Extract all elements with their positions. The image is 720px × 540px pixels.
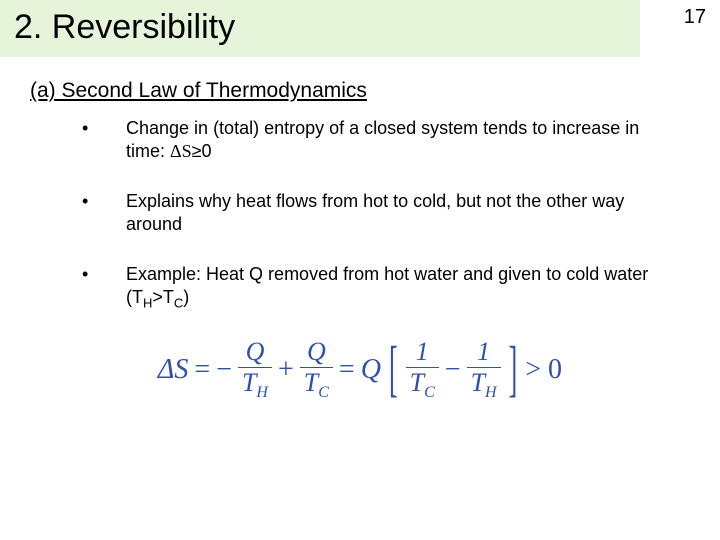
eq-frac1-den: TH: [238, 367, 272, 402]
eq-frac4: 1 TH: [467, 338, 501, 401]
eq-frac3-den: TC: [406, 367, 439, 402]
eq-T: T: [471, 368, 485, 397]
bullet-text: Example: Heat Q removed from hot water a…: [126, 263, 680, 313]
bullet-marker: •: [82, 263, 126, 313]
eq-frac4-num: 1: [473, 338, 494, 366]
eq-T: T: [304, 368, 318, 397]
bullet-marker: •: [82, 117, 126, 164]
eq-frac1: Q TH: [238, 338, 272, 401]
page-title: 2. Reversibility: [14, 8, 626, 47]
bullet3-pre: Example: Heat Q removed from hot water a…: [126, 264, 648, 307]
bullet1-ge: ≥: [192, 141, 202, 161]
list-item: • Explains why heat flows from hot to co…: [82, 190, 680, 237]
list-item: • Example: Heat Q removed from hot water…: [82, 263, 680, 313]
eq-H-sub: H: [485, 384, 497, 401]
bullet1-zero: 0: [202, 141, 212, 161]
bullet3-h-sub: H: [143, 296, 152, 311]
eq-C-sub: C: [318, 384, 329, 401]
eq-frac3: 1 TC: [406, 338, 439, 401]
eq-gt0: > 0: [525, 354, 562, 386]
bullet3-c-sub: C: [174, 296, 183, 311]
eq-equals2: =: [339, 354, 355, 386]
eq-T: T: [242, 368, 256, 397]
eq-plus: +: [278, 354, 294, 386]
eq-T: T: [410, 368, 424, 397]
list-item: • Change in (total) entropy of a closed …: [82, 117, 680, 164]
bullet-marker: •: [82, 190, 126, 237]
eq-frac2-den: TC: [300, 367, 333, 402]
eq-frac2-num: Q: [303, 338, 330, 366]
bullet-list: • Change in (total) entropy of a closed …: [82, 117, 680, 312]
section-heading: (a) Second Law of Thermodynamics: [30, 79, 720, 103]
eq-minus2: −: [445, 354, 461, 386]
bullet-text: Explains why heat flows from hot to cold…: [126, 190, 680, 237]
bullet3-gt: >T: [152, 287, 174, 307]
eq-minus: −: [216, 354, 232, 386]
eq-frac1-num: Q: [242, 338, 269, 366]
bullet3-close: ): [183, 287, 189, 307]
eq-equals: =: [194, 354, 210, 386]
equation-block: ΔS = − Q TH + Q TC = Q [ 1 TC − 1 TH ] >…: [0, 338, 720, 401]
eq-frac3-num: 1: [412, 338, 433, 366]
eq-H-sub: H: [256, 384, 268, 401]
eq-C-sub: C: [424, 384, 435, 401]
eq-frac4-den: TH: [467, 367, 501, 402]
eq-frac2: Q TC: [300, 338, 333, 401]
eq-Q: Q: [361, 354, 381, 386]
entropy-equation: ΔS = − Q TH + Q TC = Q [ 1 TC − 1 TH ] >…: [158, 338, 562, 401]
title-bar: 2. Reversibility: [0, 0, 640, 57]
bullet-text: Change in (total) entropy of a closed sy…: [126, 117, 680, 164]
page-number: 17: [684, 6, 706, 29]
eq-deltaS: ΔS: [158, 354, 188, 386]
bullet1-delta: ΔS: [170, 141, 192, 161]
